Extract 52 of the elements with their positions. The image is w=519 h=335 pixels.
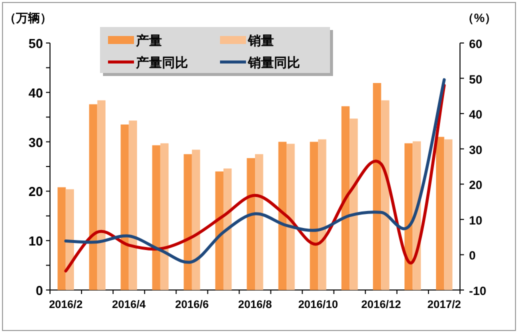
legend-label: 产量同比: [135, 55, 188, 70]
bar: [66, 189, 74, 290]
bar: [278, 142, 287, 290]
x-tick-label: 2016/4: [112, 299, 147, 311]
x-tick-label: 2016/10: [298, 299, 338, 311]
y2-tick-label: 40: [469, 108, 483, 122]
y-tick-label: 30: [28, 134, 43, 150]
bar: [97, 100, 106, 290]
y2-axis-title: （%）: [462, 11, 497, 25]
legend-label: 产量: [135, 33, 162, 48]
bar: [223, 168, 232, 290]
y2-tick-label: -10: [469, 284, 487, 298]
bar: [246, 158, 255, 290]
x-tick-label: 2016/2: [48, 299, 83, 311]
y2-tick-label: 50: [469, 72, 483, 86]
legend-label: 销量同比: [247, 55, 300, 70]
bar: [318, 139, 326, 290]
bar: [120, 124, 129, 290]
x-tick-label: 2016/8: [238, 299, 272, 311]
y2-tick-label: 20: [469, 178, 483, 192]
y2-tick-label: 30: [469, 142, 483, 157]
bar: [381, 100, 390, 290]
bar: [215, 171, 224, 290]
bar: [404, 143, 413, 290]
y-tick-label: 40: [28, 85, 43, 100]
bar: [184, 154, 192, 290]
bar: [160, 143, 169, 290]
bar: [128, 120, 138, 290]
bar: [350, 118, 358, 290]
bar: [436, 136, 444, 290]
bar: [152, 145, 160, 290]
bar: [58, 187, 66, 290]
y2-tick-label: 60: [469, 37, 483, 51]
bar: [192, 150, 200, 290]
y-axis-title: （万辆）: [4, 11, 52, 25]
y2-tick-label: 0: [469, 248, 476, 263]
y-tick-label: 10: [28, 234, 43, 249]
bar: [372, 83, 382, 290]
x-tick-label: 2016/6: [175, 299, 209, 311]
bar: [341, 106, 350, 290]
bar: [255, 154, 264, 290]
legend-label: 销量: [247, 33, 274, 48]
y-tick-label: 50: [28, 36, 43, 51]
x-tick-label: 2017/2: [427, 299, 462, 311]
bar: [310, 142, 318, 290]
y2-tick-label: 10: [469, 213, 483, 228]
x-tick-label: 2016/12: [361, 299, 402, 311]
bar: [444, 139, 452, 290]
bar: [89, 104, 98, 290]
bar: [286, 144, 295, 290]
y-tick-label: 20: [28, 184, 43, 200]
y-tick-label: 0: [36, 283, 43, 298]
